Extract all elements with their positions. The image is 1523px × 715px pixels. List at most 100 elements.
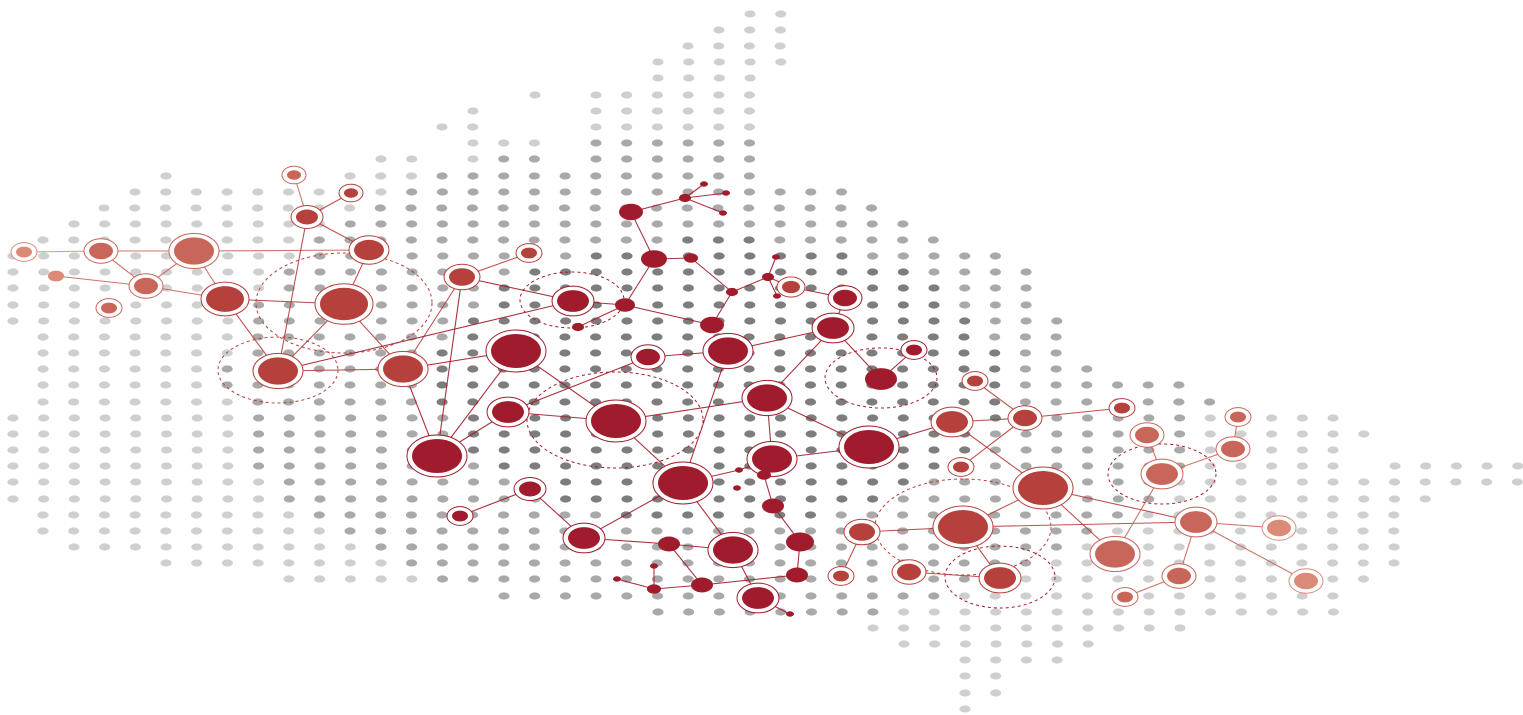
map-dot xyxy=(129,398,141,406)
map-dot xyxy=(835,511,847,519)
map-dot xyxy=(375,527,387,535)
map-dot xyxy=(928,575,940,583)
map-dot xyxy=(437,478,449,486)
map-dot xyxy=(1111,511,1124,519)
map-dot xyxy=(744,252,756,260)
map-dot xyxy=(1266,446,1278,454)
map-dot xyxy=(836,495,848,503)
map-dot xyxy=(1143,575,1155,583)
map-dot xyxy=(1020,284,1032,292)
map-dot xyxy=(344,204,356,212)
map-dot xyxy=(406,317,418,325)
network-node xyxy=(786,567,808,583)
network-node xyxy=(296,209,318,225)
map-dot xyxy=(775,10,787,18)
map-dot xyxy=(314,575,326,583)
map-dot xyxy=(590,220,602,228)
map-dot xyxy=(1204,430,1216,438)
network-node xyxy=(134,277,158,295)
map-dot xyxy=(467,543,479,551)
map-dot xyxy=(927,236,939,244)
map-dot xyxy=(406,284,418,292)
map-dot xyxy=(130,252,142,260)
map-dot xyxy=(927,559,940,567)
map-dot xyxy=(712,236,725,244)
map-dot xyxy=(682,42,694,50)
map-dot xyxy=(682,107,694,115)
map-dot xyxy=(406,188,418,196)
map-dot xyxy=(1266,608,1278,616)
map-dot xyxy=(958,559,970,567)
map-dot xyxy=(590,592,602,600)
map-dot xyxy=(222,414,234,422)
map-dot xyxy=(560,462,572,470)
map-dot xyxy=(467,220,479,228)
map-dot xyxy=(222,430,234,438)
map-dot xyxy=(253,446,265,454)
map-dot xyxy=(68,333,80,341)
map-dot xyxy=(1327,495,1339,503)
map-dot xyxy=(68,398,80,406)
map-dot xyxy=(498,575,510,583)
map-dot xyxy=(191,284,203,292)
network-node xyxy=(449,268,475,286)
map-dot xyxy=(651,172,663,180)
map-dot xyxy=(959,317,971,325)
map-dot xyxy=(37,398,49,406)
map-dot xyxy=(620,172,633,180)
map-dot xyxy=(375,349,387,357)
map-dot xyxy=(866,333,878,341)
network-link xyxy=(690,257,733,293)
map-dot xyxy=(805,608,818,616)
map-dot xyxy=(528,172,541,180)
map-dot xyxy=(989,381,1001,389)
map-dot xyxy=(651,511,663,519)
map-dot xyxy=(989,430,1002,438)
map-dot xyxy=(835,381,847,389)
map-dot xyxy=(313,398,325,406)
map-dot xyxy=(620,349,632,357)
network-node xyxy=(733,485,741,491)
map-dot xyxy=(253,430,265,438)
map-dot xyxy=(529,91,541,99)
map-dot xyxy=(1327,543,1339,551)
map-dot xyxy=(652,284,664,292)
map-dot xyxy=(1265,575,1277,583)
map-dot xyxy=(374,204,386,212)
map-dot xyxy=(804,365,817,373)
map-dot xyxy=(989,592,1001,600)
network-node xyxy=(658,536,680,552)
map-dot xyxy=(652,608,664,616)
network-node xyxy=(591,404,641,438)
map-dot xyxy=(590,284,602,292)
map-dot xyxy=(406,155,418,163)
map-dot xyxy=(190,349,203,357)
map-dot xyxy=(959,689,971,697)
map-dot xyxy=(1481,462,1493,470)
map-dot xyxy=(1051,446,1063,454)
map-dot xyxy=(1357,575,1370,583)
map-dot xyxy=(1051,414,1063,422)
map-dot xyxy=(528,559,541,567)
map-dot xyxy=(928,252,940,260)
map-dot xyxy=(682,172,694,180)
map-dot xyxy=(467,333,479,341)
map-dot xyxy=(713,107,725,115)
map-dot xyxy=(375,284,387,292)
map-dot xyxy=(375,478,387,486)
network-node xyxy=(735,467,743,473)
map-dot xyxy=(467,139,479,147)
map-dot xyxy=(1112,495,1124,503)
map-dot xyxy=(1266,430,1278,438)
map-dot xyxy=(498,430,510,438)
map-dot xyxy=(68,430,80,438)
map-dot xyxy=(559,575,571,583)
map-dot xyxy=(130,268,142,276)
map-dot xyxy=(1019,333,1031,341)
map-dot xyxy=(314,478,326,486)
map-dot xyxy=(927,333,939,341)
map-dot xyxy=(529,446,541,454)
map-dot xyxy=(867,317,879,325)
network-node xyxy=(354,239,384,261)
map-dot xyxy=(774,349,786,357)
